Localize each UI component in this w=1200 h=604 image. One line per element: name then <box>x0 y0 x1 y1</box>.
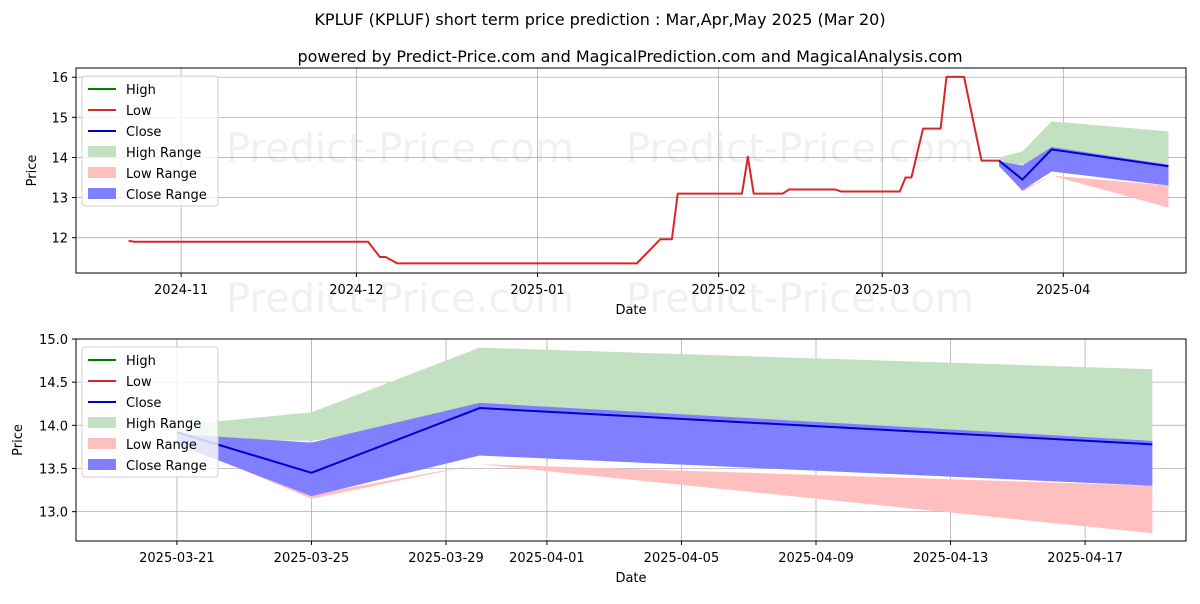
x-tick-label: 2025-03 <box>855 283 909 298</box>
legend-swatch <box>88 167 116 178</box>
low-range-band <box>999 162 1169 208</box>
y-axis-label: Price <box>25 155 40 187</box>
y-tick-label: 13.0 <box>39 506 68 521</box>
legend-label: Close <box>126 125 161 140</box>
legend-label: Low <box>126 104 152 119</box>
x-tick-label: 2025-04 <box>1036 283 1090 298</box>
x-tick-label: 2024-11 <box>154 283 208 298</box>
close-range-band <box>999 147 1169 191</box>
x-tick-label: 2025-04-09 <box>778 551 854 566</box>
legend-swatch <box>88 438 116 449</box>
legend-swatch <box>88 146 116 157</box>
y-tick-label: 14.5 <box>39 376 68 391</box>
y-tick-label: 14 <box>51 151 68 166</box>
legend-swatch <box>88 188 116 199</box>
bottom-panel: Predict-Price.comPredict-Price.com2025-0… <box>11 333 1187 586</box>
legend-label: High <box>126 83 156 98</box>
legend-label: Close <box>126 396 161 411</box>
y-tick-label: 13.5 <box>39 462 68 477</box>
y-tick-label: 15.0 <box>39 333 68 348</box>
x-tick-label: 2025-02 <box>691 283 745 298</box>
x-tick-label: 2025-03-25 <box>274 551 350 566</box>
legend-swatch <box>88 417 116 428</box>
chart-title: KPLUF (KPLUF) short term price predictio… <box>314 10 885 29</box>
x-tick-label: 2024-12 <box>329 283 383 298</box>
y-axis-label: Price <box>11 424 26 456</box>
top-panel: Predict-Price.com Predict-Price.com Predic… <box>25 67 1187 322</box>
x-axis-label: Date <box>615 303 646 318</box>
legend-label: Low Range <box>126 167 197 182</box>
plot-frame <box>75 338 1187 542</box>
legend-label: High Range <box>126 146 201 161</box>
legend-label: Close Range <box>126 188 207 203</box>
x-tick-label: 2025-04-05 <box>644 551 720 566</box>
legend-label: Low <box>126 375 152 390</box>
y-tick-label: 15 <box>51 111 68 126</box>
close-forecast-line <box>998 148 1169 181</box>
watermark-text: Predict-Price.com <box>226 276 574 322</box>
legend-label: High Range <box>126 417 201 432</box>
legend-label: High <box>126 354 156 369</box>
legend-label: Close Range <box>126 459 207 474</box>
x-tick-label: 2025-04-17 <box>1047 551 1123 566</box>
watermark-text: Predict-Price.com <box>626 276 974 322</box>
watermark-text: Predict-Price.com <box>626 126 974 172</box>
chart-subtitle: powered by Predict-Price.com and Magical… <box>297 47 962 66</box>
low-range-band <box>176 436 1153 534</box>
x-tick-label: 2025-03-21 <box>139 551 215 566</box>
low-price-line <box>128 75 1000 265</box>
y-tick-label: 13 <box>51 192 68 207</box>
x-tick-label: 2025-04-13 <box>913 551 989 566</box>
y-tick-label: 12 <box>51 232 68 247</box>
legend-label: Low Range <box>126 438 197 453</box>
x-tick-label: 2025-03-29 <box>408 551 484 566</box>
x-axis-label: Date <box>615 571 646 586</box>
close-range-band <box>176 402 1153 497</box>
x-tick-label: 2025-01 <box>510 283 564 298</box>
legend-swatch <box>88 459 116 470</box>
plot-frame <box>75 67 1187 274</box>
watermark-text: Predict-Price.com <box>226 126 574 172</box>
y-tick-label: 14.0 <box>39 419 68 434</box>
y-tick-label: 16 <box>51 71 68 86</box>
close-forecast-line <box>176 407 1153 474</box>
x-tick-label: 2025-04-01 <box>509 551 585 566</box>
